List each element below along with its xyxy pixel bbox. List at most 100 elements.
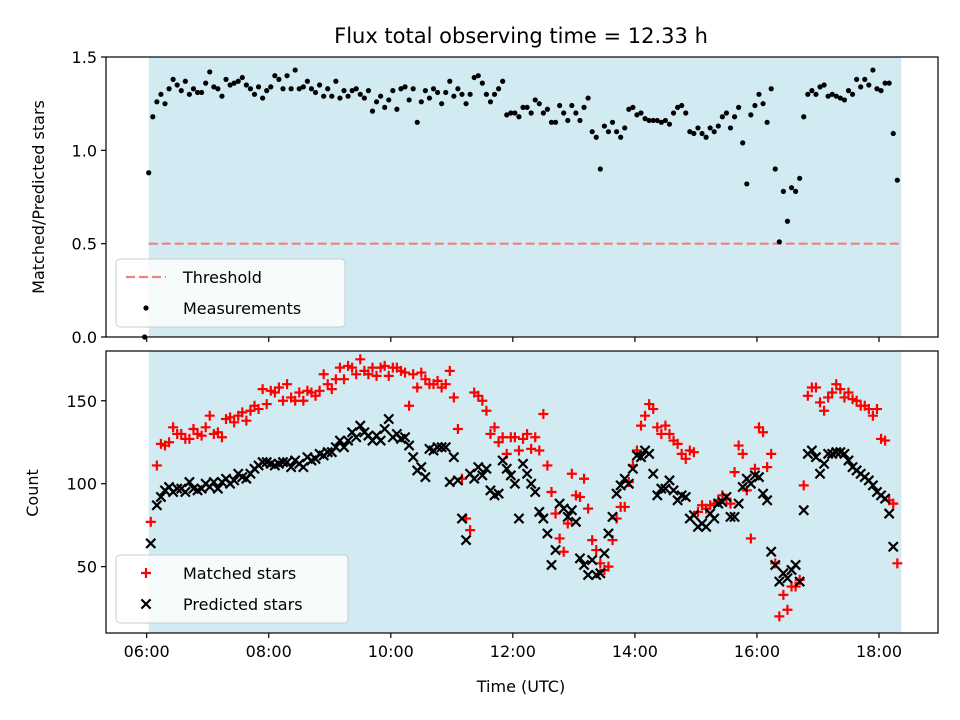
data-point [459,91,465,97]
data-point [145,516,156,527]
data-point [182,78,188,84]
data-point [528,110,534,116]
count-panel: 50 100 150 06:00 08:00 10:00 12:00 14:00 16:00 18… [66,350,939,661]
data-point [843,455,854,466]
data-point [723,110,730,116]
data-point [277,395,288,406]
data-point [839,448,850,460]
data-point [150,114,156,120]
data-point [146,170,152,176]
data-point [383,370,394,381]
data-point [455,86,461,92]
data-point [350,431,362,443]
data-point [415,461,427,473]
data-point [619,501,630,512]
data-point [501,463,513,475]
data-point [235,78,241,84]
data-point [288,86,294,92]
data-point [304,78,310,84]
data-point [322,446,334,458]
data-point [725,511,736,523]
data-point [841,97,848,103]
data-point [627,463,639,475]
data-point [509,432,520,443]
data-point [652,422,663,433]
data-point [211,84,217,90]
data-point [603,561,614,572]
data-point [870,67,876,73]
data-point [597,166,603,172]
data-point [770,558,781,569]
data-point [386,97,392,103]
data-point [814,468,826,480]
data-point [326,384,337,395]
data-point [402,84,408,90]
data-point [282,379,293,390]
y-axis-label-ratio: Matched/Predicted stars [29,100,48,294]
data-point [780,188,786,194]
data-point [769,559,781,571]
data-point [569,102,575,109]
data-point [815,397,826,408]
data-point [550,508,561,519]
data-point [744,181,750,187]
data-point [827,387,838,398]
data-point [650,117,656,124]
data-point [432,375,443,386]
data-point [509,478,521,490]
y-tick-label: 50 [77,558,97,577]
data-point [452,423,463,434]
data-point [342,435,354,446]
data-point [670,110,677,116]
data-point [562,511,574,523]
data-point [772,166,778,172]
data-point [228,475,240,486]
data-point [277,456,289,468]
data-point [630,104,636,110]
data-point [451,93,457,99]
data-point [212,483,224,495]
data-point [516,114,522,120]
data-point [866,82,872,88]
data-point [801,114,807,120]
data-point [646,117,652,124]
y-tick-label: 1.5 [72,48,97,67]
x-tick-label: 14:00 [612,642,658,661]
data-point [475,73,481,79]
data-point [164,437,175,448]
data-point [737,481,749,493]
data-point [833,93,839,99]
data-point [406,97,412,103]
data-point [314,385,325,396]
data-point [731,114,738,120]
data-point [888,498,899,509]
x-tick-label: 08:00 [246,642,292,661]
data-point [260,95,266,101]
data-point [333,78,339,84]
data-point [570,516,582,528]
data-point [440,441,452,453]
data-point [341,88,347,94]
data-point [184,433,195,444]
data-point [300,84,306,90]
data-point [273,382,284,393]
data-point [643,448,655,460]
data-point [179,486,191,498]
data-point [171,483,183,495]
data-point [347,362,358,373]
data-point [871,404,882,415]
data-point [715,123,721,129]
data-point [892,558,903,569]
data-point [778,589,789,600]
data-point [680,453,691,464]
data-point [805,91,811,97]
data-point [184,476,195,488]
data-point [155,491,167,503]
data-point [615,479,627,491]
x-tick-label: 12:00 [490,642,536,661]
data-point [398,86,404,92]
data-point [257,456,269,468]
data-point [298,395,309,406]
data-point [525,478,537,490]
data-point [467,91,473,97]
